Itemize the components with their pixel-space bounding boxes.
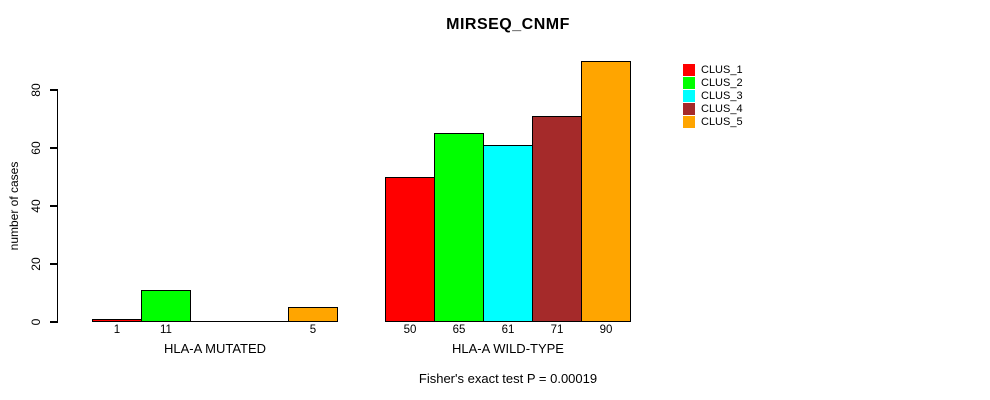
group-label-2: HLA-A WILD-TYPE [452,341,564,356]
y-tick-mark-40 [50,205,58,207]
y-tick-mark-0 [50,321,58,323]
bar-value-label-CLUS_1-group2: 50 [403,323,417,336]
y-tick-mark-20 [50,263,58,265]
bar-CLUS_5-group2 [581,61,631,322]
legend-item-CLUS_3: CLUS_3 [683,89,743,102]
y-axis-label: number of cases [7,161,21,251]
fisher-test-annotation: Fisher's exact test P = 0.00019 [418,371,598,386]
bar-value-label-CLUS_5-group1: 5 [309,323,317,336]
bar-value-label-CLUS_2-group1: 11 [160,323,172,336]
bar-CLUS_2-group2 [434,133,484,322]
legend-swatch-CLUS_2 [683,76,695,89]
chart-title: MIRSEQ_CNMF [446,16,570,33]
y-tick-label-0: 0 [29,318,43,326]
bar-value-label-CLUS_3-group2: 61 [501,323,515,336]
zero-bar-CLUS_3-group1 [190,320,240,323]
legend-label-CLUS_2: CLUS_2 [701,76,743,89]
legend-label-CLUS_5: CLUS_5 [701,116,743,129]
legend-label-CLUS_3: CLUS_3 [701,89,743,102]
y-tick-label-80: 80 [29,83,43,97]
group-label-1: HLA-A MUTATED [163,341,267,356]
y-tick-label-60: 60 [29,141,43,155]
bar-value-label-CLUS_1-group1: 1 [113,323,121,336]
bar-CLUS_1-group2 [385,177,435,322]
legend: CLUS_1 CLUS_2 CLUS_3 CLUS_4 CLUS_5 [683,63,743,129]
legend-label-CLUS_4: CLUS_4 [701,103,743,116]
legend-item-CLUS_1: CLUS_1 [683,63,743,76]
zero-bar-CLUS_4-group1 [239,320,289,323]
legend-swatch-CLUS_1 [683,63,695,76]
bar-value-label-CLUS_2-group2: 65 [452,323,466,336]
bar-value-label-CLUS_5-group2: 90 [599,323,613,336]
bar-CLUS_4-group2 [532,116,582,322]
y-tick-mark-60 [50,147,58,149]
legend-item-CLUS_2: CLUS_2 [683,76,743,89]
bar-CLUS_5-group1 [288,307,338,322]
bar-CLUS_2-group1 [141,290,191,322]
y-tick-mark-80 [50,89,58,91]
legend-item-CLUS_5: CLUS_5 [683,116,743,129]
legend-label-CLUS_1: CLUS_1 [701,63,743,76]
y-tick-label-40: 40 [29,199,43,213]
legend-swatch-CLUS_5 [683,116,695,129]
legend-swatch-CLUS_4 [683,103,695,116]
legend-swatch-CLUS_3 [683,89,695,102]
bar-CLUS_3-group2 [483,145,533,322]
y-tick-label-20: 20 [29,257,43,271]
bar-value-label-CLUS_4-group2: 71 [550,323,564,336]
legend-item-CLUS_4: CLUS_4 [683,103,743,116]
bar-CLUS_1-group1 [92,319,142,322]
